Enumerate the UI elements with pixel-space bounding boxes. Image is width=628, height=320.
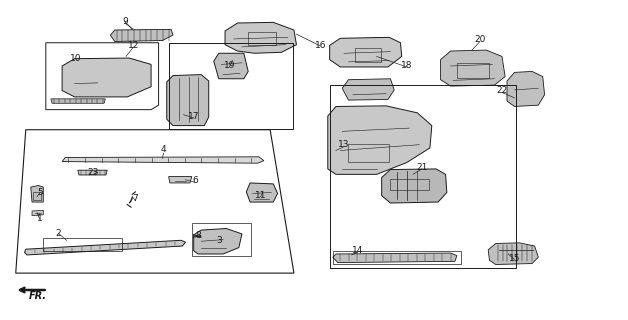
- Text: 20: 20: [474, 35, 485, 44]
- Polygon shape: [441, 50, 505, 86]
- Polygon shape: [169, 177, 192, 183]
- Bar: [169, 44, 293, 129]
- Polygon shape: [382, 169, 447, 203]
- Text: 22: 22: [496, 86, 507, 95]
- Polygon shape: [488, 243, 538, 265]
- Bar: [391, 179, 430, 190]
- Polygon shape: [214, 53, 248, 79]
- Polygon shape: [333, 253, 457, 263]
- Polygon shape: [328, 106, 432, 174]
- Bar: [192, 223, 251, 256]
- Text: 7: 7: [133, 194, 138, 204]
- Text: 8: 8: [195, 231, 201, 240]
- Bar: [333, 252, 461, 264]
- Polygon shape: [24, 240, 185, 255]
- Text: 1: 1: [36, 214, 43, 223]
- Text: 16: 16: [315, 41, 326, 51]
- Text: 9: 9: [122, 17, 127, 26]
- Polygon shape: [330, 37, 402, 67]
- Bar: [33, 192, 41, 200]
- Text: 19: 19: [224, 60, 235, 69]
- Text: 21: 21: [416, 163, 428, 172]
- Polygon shape: [62, 157, 264, 163]
- Polygon shape: [342, 79, 394, 100]
- Text: 4: 4: [161, 145, 166, 154]
- Polygon shape: [31, 186, 43, 202]
- Text: 6: 6: [192, 176, 198, 185]
- Bar: [355, 48, 381, 62]
- Polygon shape: [167, 75, 208, 125]
- Text: 2: 2: [55, 229, 61, 238]
- Polygon shape: [32, 210, 43, 216]
- Text: 18: 18: [401, 60, 413, 69]
- Text: 14: 14: [352, 246, 364, 255]
- Text: 15: 15: [509, 254, 520, 263]
- Polygon shape: [246, 183, 278, 202]
- Bar: [349, 144, 389, 162]
- Polygon shape: [225, 22, 296, 53]
- Text: 5: 5: [37, 188, 43, 197]
- Bar: [330, 85, 516, 268]
- Polygon shape: [62, 58, 151, 97]
- Text: 3: 3: [216, 236, 222, 245]
- Polygon shape: [193, 228, 242, 254]
- Text: 11: 11: [255, 191, 266, 200]
- Polygon shape: [78, 170, 107, 175]
- Text: 13: 13: [338, 140, 350, 149]
- Polygon shape: [507, 71, 544, 107]
- Text: FR.: FR.: [30, 292, 47, 301]
- Bar: [457, 63, 489, 78]
- Bar: [43, 238, 122, 251]
- Text: 10: 10: [70, 53, 82, 62]
- Text: 17: 17: [188, 112, 200, 121]
- Text: 12: 12: [128, 41, 139, 51]
- Bar: [248, 32, 276, 45]
- Text: 23: 23: [88, 168, 99, 177]
- Polygon shape: [111, 29, 173, 42]
- Polygon shape: [51, 99, 106, 103]
